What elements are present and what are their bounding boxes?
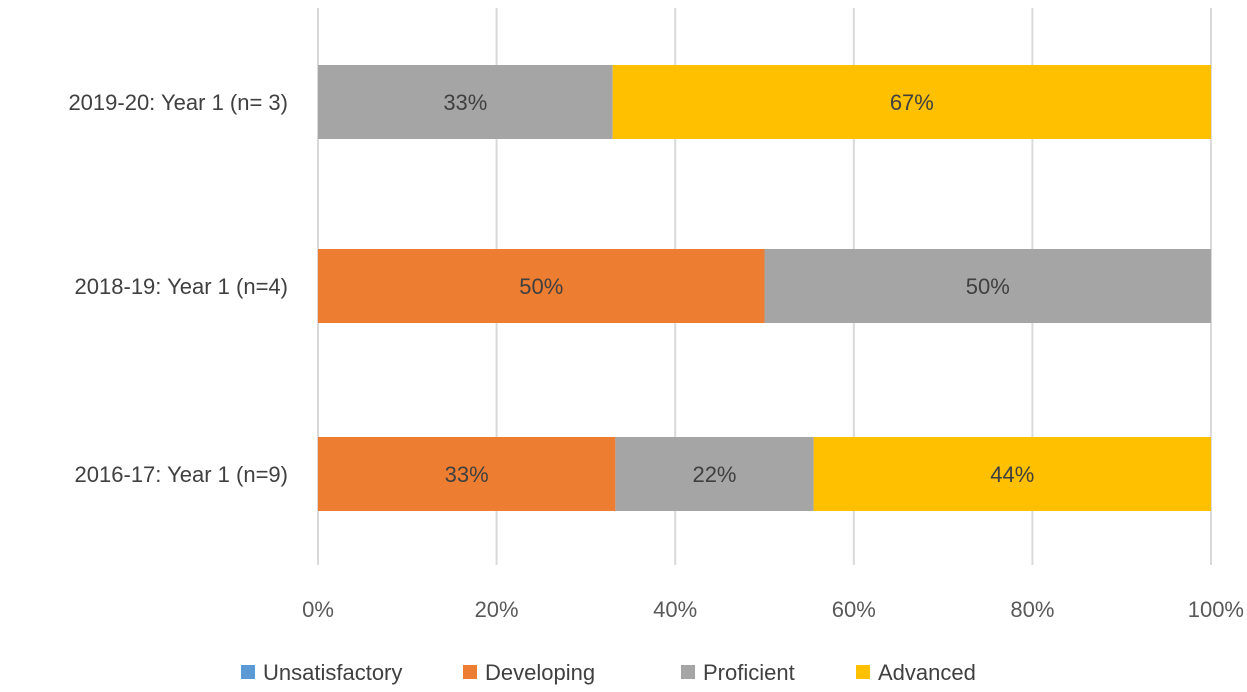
legend-swatch (241, 665, 255, 679)
bar-segment (615, 437, 814, 511)
x-tick-label: 60% (832, 597, 876, 622)
x-tick-label: 20% (475, 597, 519, 622)
legend: Unsatisfactory Developing Proficient Advanc… (241, 660, 976, 685)
category-label: 2016-17: Year 1 (n=9) (75, 462, 288, 487)
data-label: 33% (443, 90, 487, 115)
bars (318, 65, 1211, 511)
legend-label: Advanced (878, 660, 976, 685)
x-tick-label: 40% (653, 597, 697, 622)
data-label: 33% (445, 462, 489, 487)
bar-segment (612, 65, 1211, 139)
data-label: 67% (890, 90, 934, 115)
bar-segment (318, 249, 765, 323)
bar-segment (813, 437, 1211, 511)
category-labels: 2019-20: Year 1 (n= 3) 2018-19: Year 1 (n… (68, 90, 288, 487)
category-label: 2018-19: Year 1 (n=4) (75, 274, 288, 299)
legend-swatch (681, 665, 695, 679)
category-label: 2019-20: Year 1 (n= 3) (68, 90, 288, 115)
legend-swatch (856, 665, 870, 679)
data-label: 50% (966, 274, 1010, 299)
x-axis-tick-labels: 0% 20% 40% 60% 80% 100% (302, 597, 1244, 622)
data-label: 50% (519, 274, 563, 299)
x-tick-label: 0% (302, 597, 334, 622)
bar-segment (764, 249, 1211, 323)
x-tick-label: 80% (1010, 597, 1054, 622)
bar-segment (318, 65, 613, 139)
legend-label: Developing (485, 660, 595, 685)
legend-label: Proficient (703, 660, 795, 685)
data-label: 44% (990, 462, 1034, 487)
data-labels: 33% 67% 50% 50% 33% 22% 44% (443, 90, 1034, 487)
bar-segment (318, 437, 616, 511)
legend-label: Unsatisfactory (263, 660, 402, 685)
x-tick-label: 100% (1188, 597, 1244, 622)
legend-swatch (463, 665, 477, 679)
data-label: 22% (692, 462, 736, 487)
